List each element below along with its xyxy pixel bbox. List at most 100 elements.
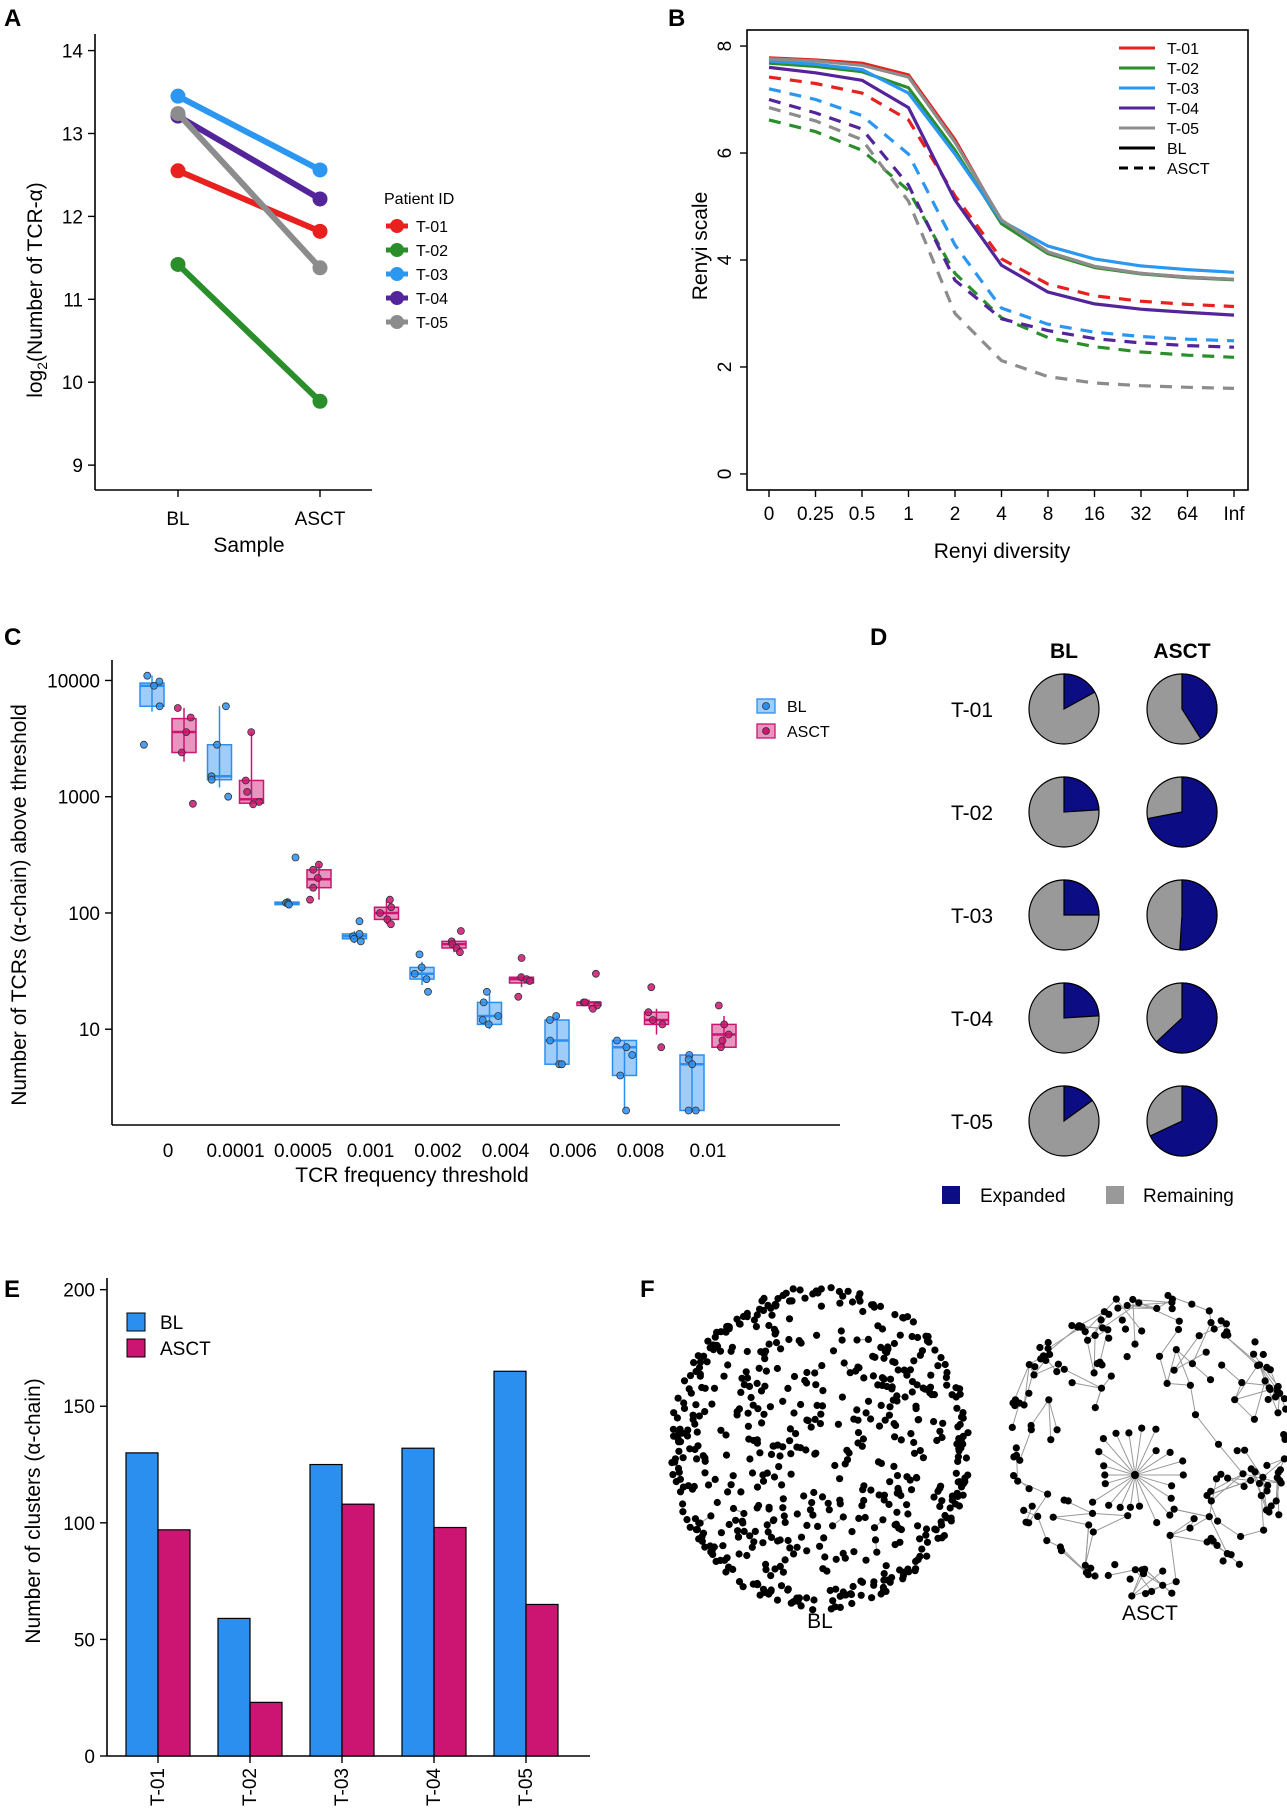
panel-f-bl-node <box>818 1493 827 1501</box>
panel-c-axes: 10 100 1000 10000 0 0.0001 0.0005 0.001 0.002 0.0… <box>47 660 840 1162</box>
panel-f-bl-node <box>717 1529 726 1537</box>
panel-f-bl-node <box>756 1449 764 1457</box>
panel-f-asct-node <box>1251 1338 1259 1346</box>
panel-f-bl-node <box>707 1512 715 1520</box>
panel-f-bl-node <box>746 1455 754 1463</box>
panel-e-y-tick-label: 0 <box>84 1747 95 1768</box>
panel-a-y-tick-label: 12 <box>62 207 83 228</box>
panel-a-line-t-04 <box>175 113 323 202</box>
panel-c-point-asct <box>657 1043 666 1052</box>
panel-f-asct-node <box>1131 1340 1139 1348</box>
panel-f-asct-node <box>1093 1360 1101 1368</box>
panel-f-asct-node <box>1025 1389 1033 1397</box>
panel-f-asct-node <box>1095 1448 1103 1456</box>
panel-f-asct-node <box>1213 1541 1221 1549</box>
panel-f-asct-node <box>1166 1448 1174 1456</box>
panel-f-bl-node <box>931 1525 939 1533</box>
panel-f-bl-node <box>816 1542 824 1550</box>
panel-c-x-label: TCR frequency threshold <box>295 1164 528 1187</box>
panel-f-bl-node <box>849 1582 857 1591</box>
panel-f-asct-node <box>1280 1431 1287 1439</box>
panel-b-x-label: Renyi diversity <box>934 540 1071 563</box>
panel-c-point-asct <box>306 895 314 904</box>
panel-f-asct-edge <box>1108 1569 1136 1576</box>
panel-f-bl-node <box>707 1548 715 1556</box>
panel-c-point-asct <box>186 713 195 722</box>
panel-f-asct-node <box>1085 1521 1093 1529</box>
panel-b-legend-label: T-05 <box>1167 121 1199 138</box>
panel-f-bl-node <box>903 1473 911 1481</box>
panel-f-bl-node <box>685 1385 693 1393</box>
panel-f-bl-node <box>922 1525 931 1533</box>
panel-b-line-t-05-asct <box>768 106 1235 390</box>
panel-f-asct-edge <box>1167 1382 1191 1386</box>
panel-f-bl-node <box>812 1287 820 1295</box>
panel-a-y-label-rest: (Number of TCR-α) <box>24 182 47 362</box>
panel-f-asct-edge <box>1262 1477 1267 1511</box>
panel-f-bl-node <box>802 1446 810 1454</box>
panel-f-bl-node <box>785 1335 793 1344</box>
panel-c-point-bl <box>355 917 364 926</box>
panel-f-bl-node <box>700 1352 708 1360</box>
panel-f-bl-node <box>910 1449 919 1457</box>
panel-f-asct-edge <box>1166 1349 1177 1384</box>
panel-f-bl-node <box>781 1518 789 1526</box>
panel-f-bl-node <box>826 1586 834 1595</box>
panel-f-asct-edge <box>1011 1402 1020 1428</box>
panel-f-asct-edge <box>1115 1298 1143 1332</box>
panel-f-asct-edge <box>1240 1529 1264 1537</box>
panel-b-y-tick-label: 0 <box>715 469 736 480</box>
panel-d-pie-expanded-bl <box>1063 879 1100 916</box>
panel-f-asct-edge <box>1129 1474 1136 1508</box>
panel-f-bl-node <box>941 1360 949 1369</box>
panel-f-bl-node <box>775 1463 783 1471</box>
panel-f-bl-node <box>889 1358 897 1366</box>
panel-e-bar-asct <box>341 1503 375 1757</box>
panel-f-bl-node <box>814 1522 822 1530</box>
panel-f-asct-edge <box>1023 1364 1030 1406</box>
panel-f-bl-node <box>884 1576 892 1584</box>
panel-f-asct-node <box>1155 1352 1164 1360</box>
panel-e-legend-swatch <box>126 1312 146 1332</box>
panel-c-x-tick-label: 0.006 <box>549 1141 597 1162</box>
panel-f-bl-node <box>877 1590 885 1598</box>
panel-f-asct-edge <box>1206 1479 1251 1496</box>
panel-a-legend-label: T-05 <box>416 315 448 332</box>
panel-c-point-asct <box>581 998 589 1007</box>
panel-f-bl-node <box>868 1301 876 1309</box>
panel-e-bar-bl <box>309 1463 343 1757</box>
panel-f-bl-node <box>813 1401 821 1409</box>
panel-a-point-t-02 <box>312 393 328 409</box>
panel-f-bl-node <box>891 1311 899 1319</box>
panel-f-asct-edge <box>1210 1473 1244 1492</box>
panel-f-asct-node <box>1034 1512 1042 1520</box>
panel-f-asct-edge <box>1169 1518 1195 1536</box>
panel-b-line-t-02-bl <box>768 61 1235 282</box>
panel-f-asct-node <box>1217 1317 1225 1325</box>
panel-c-point-asct <box>648 1016 657 1024</box>
panel-f-asct-node <box>1128 1592 1136 1600</box>
panel-b-x-tick-label: 0.5 <box>849 504 875 525</box>
panel-a-legend-label: T-04 <box>416 291 448 308</box>
panel-f-bl-node <box>856 1297 864 1305</box>
panel-f-asct-node <box>1138 1327 1146 1335</box>
panel-f-asct-node <box>1112 1429 1120 1437</box>
panel-a-y-label: log2(Number of TCR-α) <box>24 182 50 398</box>
panel-f-asct-node <box>1091 1331 1099 1339</box>
panel-f-bl-node <box>786 1544 794 1552</box>
panel-f-bl-node <box>750 1316 759 1324</box>
panel-f-asct-node <box>1044 1344 1052 1353</box>
panel-f-bl-node <box>896 1538 904 1546</box>
panel-f-bl-node <box>858 1578 867 1586</box>
panel-f-asct-node <box>1175 1317 1183 1325</box>
panel-f-bl-node <box>914 1522 922 1530</box>
panel-f-bl-node <box>876 1302 885 1310</box>
panel-c-point-bl <box>356 937 365 946</box>
panel-f-bl-node <box>938 1497 946 1505</box>
panel-f-asct-node <box>1049 1513 1057 1521</box>
panel-f-bl-node <box>743 1551 751 1560</box>
panel-d-row-label: T-05 <box>951 1111 993 1134</box>
panel-f-bl-node <box>956 1385 964 1393</box>
panel-f-bl-node <box>794 1597 802 1605</box>
